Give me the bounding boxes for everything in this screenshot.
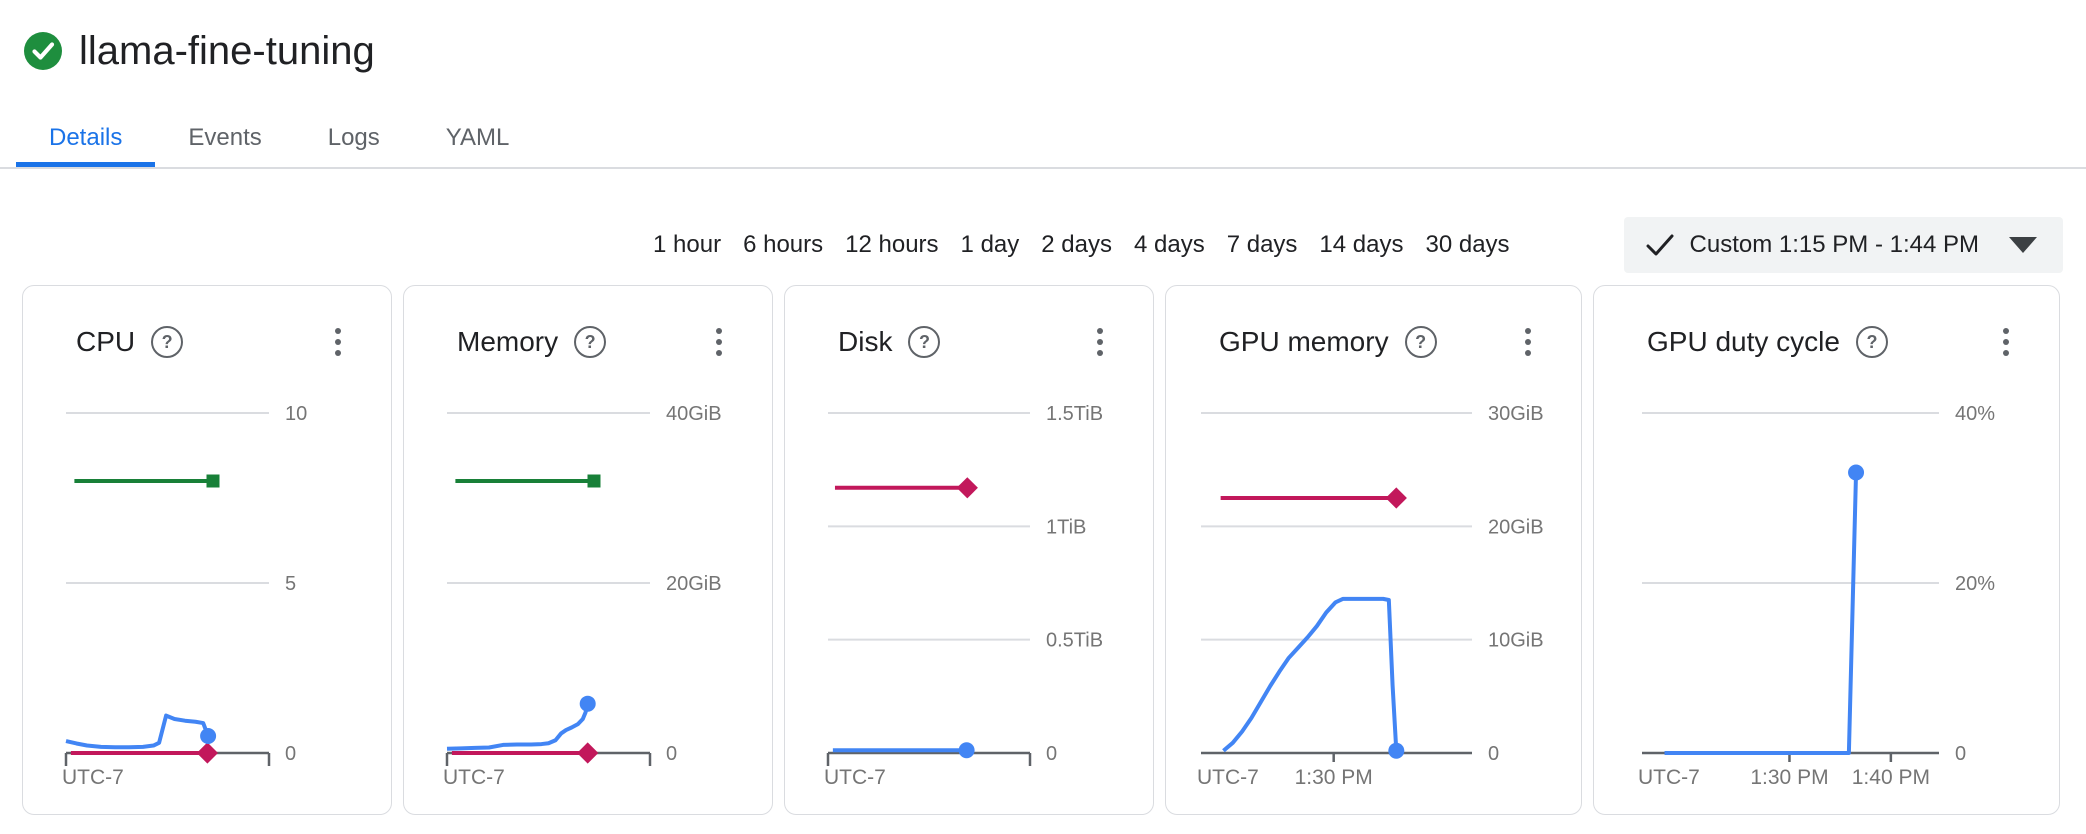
tab-yaml[interactable]: YAML	[445, 124, 510, 151]
tab-bar: Details Events Logs YAML	[0, 109, 2086, 169]
help-icon[interactable]: ?	[908, 326, 941, 358]
help-icon[interactable]: ?	[1855, 326, 1888, 358]
metric-chart-svg: 0 10GiB 20GiB 30GiB 1:30 PM UTC-7	[1197, 403, 1544, 789]
card-header: CPU ?	[23, 286, 391, 360]
y-tick-label: 20%	[1955, 573, 1995, 595]
check-icon	[1646, 234, 1674, 256]
y-tick-label: 10	[285, 403, 307, 425]
metric-card-cpu: CPU ? 0 5 10 UTC-7	[22, 285, 392, 815]
series-limit-marker	[1385, 487, 1407, 509]
metric-chart-svg: 0 0.5TiB 1TiB 1.5TiB UTC-7	[824, 403, 1103, 789]
card-title: Disk	[838, 326, 893, 357]
time-option-1-day[interactable]: 1 day	[960, 231, 1020, 258]
timezone-label: UTC-7	[1197, 766, 1259, 789]
series-usage-line	[1222, 596, 1399, 753]
metric-card-disk: Disk ? 0 0.5TiB 1TiB 1.5TiB UTC-7	[784, 285, 1154, 815]
card-title: GPU duty cycle	[1647, 326, 1840, 357]
metric-card-gpu-duty-cycle: GPU duty cycle ? 0 20% 40% 1:30 PM 1:40 PM UT…	[1593, 285, 2060, 815]
y-tick-label: 20GiB	[666, 573, 722, 595]
x-tick-label: 1:30 PM	[1750, 766, 1828, 789]
y-tick-label: 1.5TiB	[1046, 403, 1103, 425]
x-tick-label: 1:30 PM	[1295, 766, 1373, 789]
x-tick-label: 1:40 PM	[1852, 766, 1930, 789]
memory-chart: 0 20GiB 40GiB UTC-7	[404, 391, 772, 816]
y-tick-label: 20GiB	[1488, 516, 1544, 538]
cpu-chart: 0 5 10 UTC-7	[23, 391, 391, 816]
time-range-bar: 1 hour 6 hours 12 hours 1 day 2 days 4 d…	[0, 217, 2063, 273]
time-option-7-days[interactable]: 7 days	[1226, 231, 1298, 258]
y-tick-label: 1TiB	[1046, 516, 1086, 538]
y-tick-label: 0	[666, 743, 677, 765]
series-usage-marker	[1388, 742, 1405, 759]
tab-logs[interactable]: Logs	[327, 124, 380, 151]
y-tick-label: 0	[1955, 743, 1966, 765]
arrow-drop-down-icon	[2009, 237, 2037, 253]
y-tick-label: 5	[285, 573, 296, 595]
metric-card-memory: Memory ? 0 20GiB 40GiB UTC-7	[403, 285, 773, 815]
card-title: GPU memory	[1219, 326, 1389, 357]
y-tick-label: 40%	[1955, 403, 1995, 425]
more-vert-icon[interactable]	[1091, 324, 1109, 360]
series-usage-marker	[1848, 464, 1865, 481]
y-tick-label: 10GiB	[1488, 630, 1544, 652]
metric-chart-svg: 0 5 10 UTC-7	[62, 403, 307, 789]
help-icon[interactable]: ?	[1404, 326, 1437, 358]
series-limit-marker	[956, 477, 978, 499]
y-tick-label: 0	[1488, 743, 1499, 765]
metric-card-gpu-memory: GPU memory ? 0 10GiB 20GiB 30GiB 1:30 PM UTC-…	[1165, 285, 1582, 815]
custom-time-range-label: Custom 1:15 PM - 1:44 PM	[1689, 231, 1979, 258]
series-usage-marker	[579, 695, 596, 712]
disk-chart: 0 0.5TiB 1TiB 1.5TiB UTC-7	[785, 391, 1153, 816]
card-header: GPU memory ?	[1166, 286, 1581, 360]
y-tick-label: 0.5TiB	[1046, 630, 1103, 652]
time-option-1-hour[interactable]: 1 hour	[653, 231, 722, 258]
series-usage-line	[1664, 472, 1859, 755]
page-header: llama-fine-tuning	[0, 0, 2086, 75]
tab-details[interactable]: Details	[16, 109, 155, 167]
gpu-memory-chart: 0 10GiB 20GiB 30GiB 1:30 PM UTC-7	[1166, 391, 1581, 816]
time-option-12-hours[interactable]: 12 hours	[845, 231, 939, 258]
more-vert-icon[interactable]	[710, 324, 728, 360]
card-header: Disk ?	[785, 286, 1153, 360]
time-option-6-hours[interactable]: 6 hours	[743, 231, 824, 258]
page-title: llama-fine-tuning	[79, 28, 375, 73]
more-vert-icon[interactable]	[1997, 324, 2015, 360]
time-option-2-days[interactable]: 2 days	[1041, 231, 1112, 258]
time-option-30-days[interactable]: 30 days	[1425, 231, 1510, 258]
card-header: Memory ?	[404, 286, 772, 360]
y-tick-label: 40GiB	[666, 403, 722, 425]
metric-chart-svg: 0 20GiB 40GiB UTC-7	[443, 403, 722, 789]
time-option-14-days[interactable]: 14 days	[1319, 231, 1404, 258]
series-request-marker	[577, 742, 599, 764]
metric-chart-svg: 0 20% 40% 1:30 PM 1:40 PM UTC-7	[1638, 403, 1995, 789]
card-title: CPU	[76, 326, 136, 357]
gpu-duty-cycle-chart: 0 20% 40% 1:30 PM 1:40 PM UTC-7	[1594, 391, 2059, 816]
series-usage-line	[446, 703, 590, 751]
series-usage-marker	[200, 728, 217, 744]
series-request-marker	[196, 742, 219, 764]
tab-events[interactable]: Events	[188, 124, 262, 151]
help-icon[interactable]: ?	[574, 326, 607, 358]
check-circle-icon	[24, 32, 62, 70]
timezone-label: UTC-7	[62, 766, 124, 789]
custom-time-range-button[interactable]: Custom 1:15 PM - 1:44 PM	[1623, 217, 2063, 273]
card-title: Memory	[457, 326, 559, 357]
more-vert-icon[interactable]	[1519, 324, 1537, 360]
y-tick-label: 30GiB	[1488, 403, 1544, 425]
card-header: GPU duty cycle ?	[1594, 286, 2059, 360]
more-vert-icon[interactable]	[329, 324, 347, 360]
help-icon[interactable]: ?	[151, 326, 184, 358]
series-usage-line	[65, 713, 210, 750]
timezone-label: UTC-7	[1638, 766, 1700, 789]
series-usage-marker	[958, 742, 975, 759]
series-limit-marker	[206, 474, 220, 488]
metric-cards-row: CPU ? 0 5 10 UTC-7 Memory ? 0 20GiB 40GiB UTC-…	[0, 273, 2086, 815]
y-tick-label: 0	[285, 743, 296, 765]
timezone-label: UTC-7	[824, 766, 886, 789]
series-limit-marker	[587, 474, 601, 488]
timezone-label: UTC-7	[443, 766, 505, 789]
y-tick-label: 0	[1046, 743, 1057, 765]
time-option-4-days[interactable]: 4 days	[1133, 231, 1205, 258]
